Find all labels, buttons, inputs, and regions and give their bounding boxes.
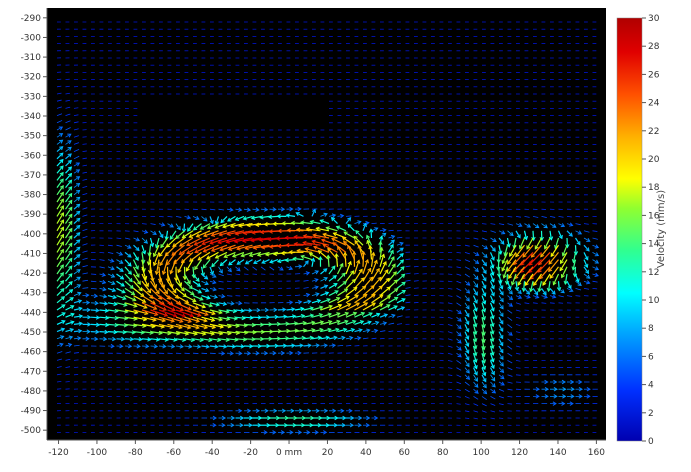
x-tick-label: 20 [322,448,334,458]
colorbar-tick-label: 14 [648,240,660,250]
vector-arrow [83,144,87,145]
x-tick-label: 140 [549,448,566,458]
colorbar-tick-label: 6 [648,352,654,362]
x-tick-label: 0 mm [276,448,302,458]
colorbar-tick-label: 30 [648,14,660,24]
x-tick-label: 120 [511,448,528,458]
vector-arrow [474,425,478,426]
vector-arrow [66,86,70,87]
x-tick-label: 40 [360,448,372,458]
vector-arrow [406,259,411,260]
y-tick-label: -390 [21,210,42,220]
y-tick-label: -480 [21,387,42,397]
vector-arrow [66,381,70,382]
y-tick-label: -430 [21,289,42,299]
colorbar-tick-label: 24 [648,99,660,109]
x-tick-label: -120 [48,448,69,458]
colorbar-tick-label: 16 [648,211,660,221]
colorbar-tick-label: 8 [648,324,654,334]
colorbar-tick-label: 28 [648,42,660,52]
colorbar-tick-label: 0 [648,437,654,447]
colorbar: Velocity (mm/s) 302826242220181614121086… [617,14,667,447]
y-tick-label: -420 [21,269,42,279]
colorbar-tick-label: 18 [648,183,660,193]
colorbar-tick-label: 4 [648,381,654,391]
vector-arrow [202,209,207,210]
y-tick-label: -440 [21,308,42,318]
vector-arrow [414,273,419,274]
vector-arrow [91,288,97,289]
x-tick-label: 160 [588,448,605,458]
x-axis: -120 -100 -80 -60 -40 -20 0 mm 20 40 60 80 100 120 14… [47,440,606,458]
vector-arrow [465,418,469,419]
y-tick-label: -370 [21,171,42,181]
vector-arrow [542,303,547,304]
x-tick-label: -100 [87,448,108,458]
colorbar-tick-label: 22 [648,127,659,137]
y-axis: -290 -300 -310 -320 -330 -340 -350 -360 -370 -380… [21,8,47,440]
y-tick-label: -290 [21,14,42,24]
y-tick-label: -310 [21,53,42,63]
y-tick-label: -320 [21,73,42,83]
plot-background [47,8,606,440]
y-tick-label: -330 [21,92,42,102]
y-tick-label: -380 [21,191,42,201]
colorbar-tick-label: 26 [648,70,660,80]
vector-arrow [491,425,495,426]
vector-arrow [100,252,105,253]
vector-arrow [74,360,79,361]
colorbar-gradient [617,18,642,441]
x-tick-label: -20 [243,448,258,458]
vector-arrow [91,281,96,282]
y-tick-label: -340 [21,112,42,122]
x-tick-label: 60 [399,448,411,458]
vector-arrow [142,224,147,225]
vector-arrow [550,303,555,304]
colorbar-label: Velocity (mm/s) [656,190,667,268]
vector-arrow [482,224,486,225]
y-tick-label: -360 [21,151,42,161]
vector-arrow [346,345,351,346]
colorbar-tick-label: 10 [648,296,660,306]
x-tick-label: 100 [473,448,490,458]
y-tick-label: -400 [21,230,42,240]
y-tick-label: -460 [21,348,42,358]
y-tick-label: -350 [21,132,42,142]
y-tick-label: -490 [21,407,42,417]
y-tick-label: -410 [21,249,42,259]
y-tick-label: -470 [21,367,42,377]
x-tick-label: -40 [205,448,220,458]
colorbar-tick-label: 20 [648,155,660,165]
vector-arrow [414,288,419,289]
x-tick-label: 80 [437,448,449,458]
vector-arrow [516,375,521,376]
vector-arrow [244,274,248,275]
colorbar-tick-label: 12 [648,268,659,278]
y-tick-label: -450 [21,328,42,338]
x-tick-label: -80 [128,448,143,458]
y-tick-label: -300 [21,33,42,43]
vector-arrow [508,216,513,217]
colorbar-tick-label: 2 [648,409,654,419]
x-tick-label: -60 [166,448,181,458]
y-tick-label: -500 [21,426,42,436]
